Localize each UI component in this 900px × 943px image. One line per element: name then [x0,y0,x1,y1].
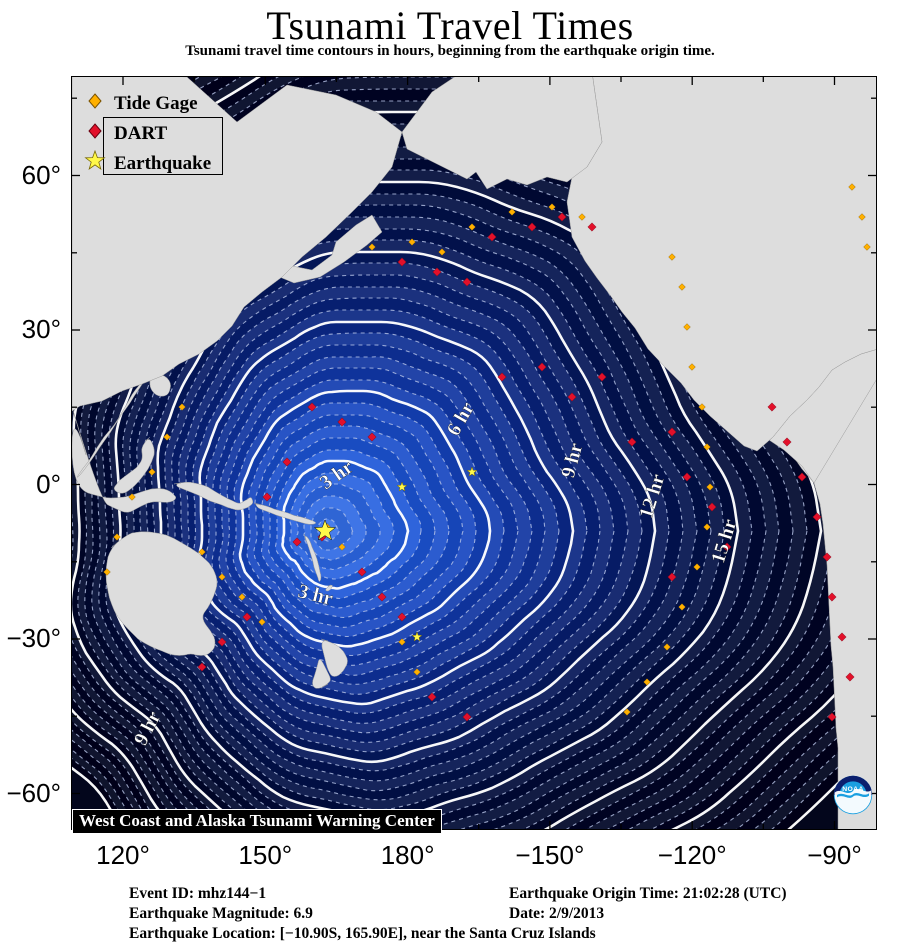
svg-text:NOAA: NOAA [842,786,864,793]
